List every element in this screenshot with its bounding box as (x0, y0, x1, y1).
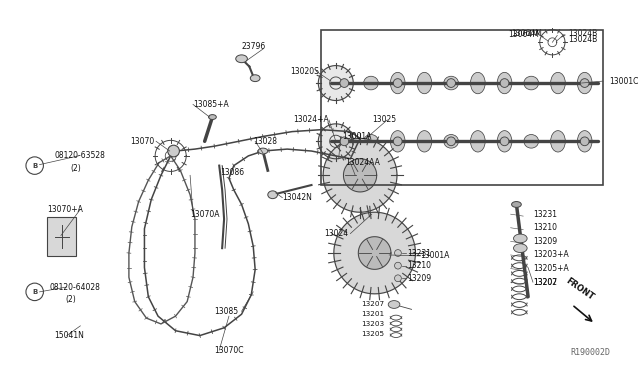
Ellipse shape (524, 135, 539, 148)
Text: 13205: 13205 (361, 331, 385, 337)
Ellipse shape (390, 73, 405, 94)
Ellipse shape (209, 115, 216, 119)
Circle shape (580, 78, 589, 87)
Text: 13086: 13086 (220, 168, 244, 177)
Ellipse shape (364, 76, 378, 90)
Circle shape (394, 137, 402, 146)
Text: 13001A: 13001A (342, 132, 372, 141)
Text: 13210: 13210 (533, 223, 557, 232)
Bar (321, 30, 603, 185)
Text: FRONT: FRONT (564, 276, 595, 302)
Text: 13231: 13231 (408, 248, 431, 257)
Circle shape (26, 283, 44, 301)
Text: 13201: 13201 (361, 311, 385, 317)
Polygon shape (318, 65, 353, 100)
Ellipse shape (513, 244, 527, 253)
Ellipse shape (268, 191, 278, 199)
Text: 13020S: 13020S (291, 67, 319, 76)
Text: 13210: 13210 (408, 261, 431, 270)
Text: 13070A: 13070A (190, 210, 220, 219)
Text: 13042N: 13042N (282, 193, 312, 202)
Ellipse shape (417, 131, 432, 152)
Text: 13024B: 13024B (568, 29, 597, 38)
Text: 08120-63528: 08120-63528 (54, 151, 105, 160)
Ellipse shape (550, 131, 565, 152)
Circle shape (447, 78, 456, 87)
Text: B: B (32, 289, 37, 295)
Text: 13207: 13207 (533, 278, 557, 287)
Ellipse shape (513, 234, 527, 243)
Ellipse shape (497, 73, 512, 94)
Circle shape (168, 145, 179, 157)
Text: 13203+A: 13203+A (533, 250, 569, 259)
Text: 13207: 13207 (361, 301, 385, 308)
Text: 13024: 13024 (324, 229, 348, 238)
Text: 13024B: 13024B (568, 35, 597, 44)
Ellipse shape (236, 55, 248, 62)
Text: 13203: 13203 (361, 321, 385, 327)
Text: (2): (2) (66, 295, 77, 304)
Circle shape (580, 137, 589, 146)
Ellipse shape (417, 73, 432, 94)
Ellipse shape (470, 131, 485, 152)
Ellipse shape (524, 76, 539, 90)
Text: 13064M: 13064M (511, 29, 541, 38)
Ellipse shape (337, 131, 351, 152)
Circle shape (340, 78, 349, 87)
Circle shape (340, 137, 349, 146)
Text: B: B (32, 163, 37, 169)
Ellipse shape (550, 73, 565, 94)
Circle shape (394, 262, 401, 269)
Text: 23796: 23796 (241, 42, 266, 51)
Text: 13024+A: 13024+A (293, 115, 329, 125)
Text: 13085+A: 13085+A (193, 100, 228, 109)
Text: 13028: 13028 (253, 137, 277, 146)
Ellipse shape (511, 202, 522, 207)
Ellipse shape (577, 131, 592, 152)
Text: 15041N: 15041N (54, 331, 84, 340)
Polygon shape (344, 159, 377, 192)
Circle shape (447, 137, 456, 146)
Circle shape (500, 137, 509, 146)
Ellipse shape (250, 75, 260, 81)
Text: 13070: 13070 (130, 137, 154, 146)
Circle shape (500, 78, 509, 87)
Text: (2): (2) (70, 164, 81, 173)
Ellipse shape (577, 73, 592, 94)
Ellipse shape (258, 148, 268, 154)
Ellipse shape (337, 73, 351, 94)
Text: 13070C: 13070C (214, 346, 244, 355)
Bar (47, 217, 76, 256)
Text: 13024AA: 13024AA (346, 158, 380, 167)
Text: 13209: 13209 (533, 237, 557, 246)
Ellipse shape (444, 76, 458, 90)
Text: 13085: 13085 (214, 307, 239, 316)
Ellipse shape (497, 131, 512, 152)
Polygon shape (358, 237, 391, 269)
Ellipse shape (390, 131, 405, 152)
Polygon shape (323, 138, 397, 212)
Circle shape (394, 250, 401, 256)
Text: R190002D: R190002D (571, 348, 611, 357)
Text: 13231: 13231 (533, 210, 557, 219)
Circle shape (394, 78, 402, 87)
Ellipse shape (470, 73, 485, 94)
Text: 13209: 13209 (408, 274, 432, 283)
Text: 13025: 13025 (372, 115, 396, 125)
Text: 13070+A: 13070+A (47, 205, 83, 214)
Text: 13202: 13202 (533, 278, 557, 287)
Text: 13001A: 13001A (420, 251, 450, 260)
Text: 13001C: 13001C (609, 77, 638, 86)
Text: 08120-64028: 08120-64028 (49, 282, 100, 292)
Ellipse shape (444, 135, 458, 148)
Circle shape (26, 157, 44, 174)
Ellipse shape (388, 301, 400, 308)
Polygon shape (318, 124, 353, 159)
Ellipse shape (364, 135, 378, 148)
Polygon shape (334, 212, 415, 294)
Circle shape (394, 275, 401, 282)
Text: 13205+A: 13205+A (533, 264, 569, 273)
Text: 13064M: 13064M (508, 30, 539, 39)
